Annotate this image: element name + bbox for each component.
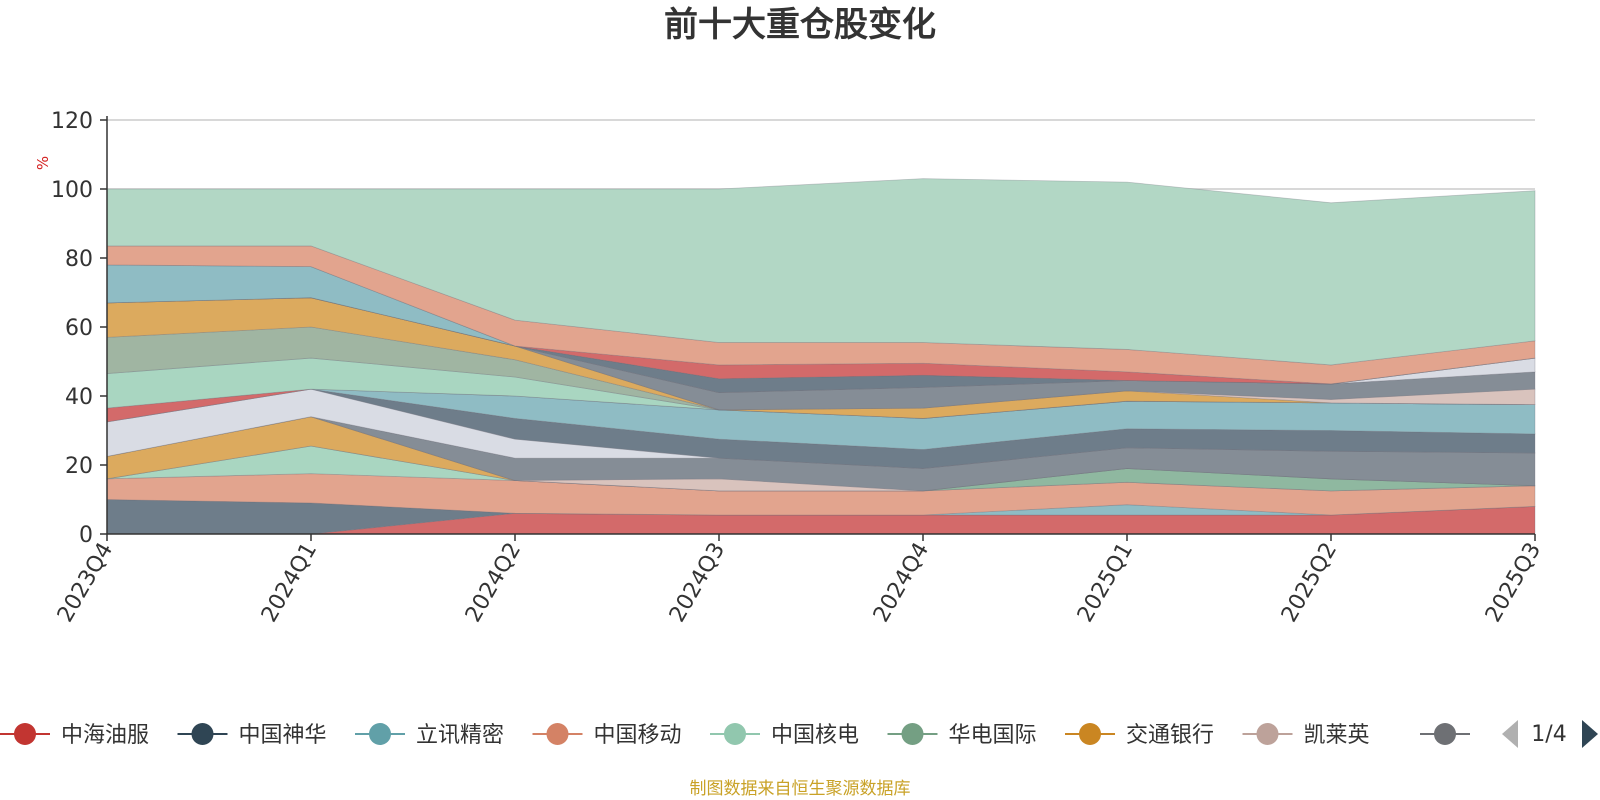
x-tick-label: 2024Q2 — [461, 539, 526, 627]
legend-marker-icon — [369, 723, 391, 745]
legend-label: 中国移动 — [594, 723, 682, 748]
y-axis-unit-label: % — [34, 156, 52, 170]
legend-item[interactable]: 华电国际 — [887, 723, 1037, 748]
y-tick-label: 40 — [65, 385, 93, 410]
legend-item[interactable]: 海天味业 — [1420, 723, 1569, 748]
legend: 中海油服 中国神华 立讯精密 中国移动 中国核电 华电国际 交通银行 凯莱英 海天味业 1/4 — [0, 720, 1598, 748]
legend-prev-icon[interactable] — [1502, 720, 1518, 748]
legend-marker-icon — [1256, 723, 1279, 745]
area-series-16 — [106, 297, 1536, 419]
x-tick-label: 2025Q1 — [1073, 539, 1138, 627]
legend-label: 中海油服 — [61, 723, 149, 748]
legend-item[interactable]: 中国神华 — [177, 723, 327, 748]
legend-item[interactable]: 中海油服 — [0, 723, 149, 748]
chart-title: 前十大重仓股变化 — [664, 5, 936, 45]
legend-item[interactable]: 中国核电 — [710, 723, 859, 748]
legend-marker-icon — [546, 723, 569, 745]
y-tick-label: 80 — [65, 247, 93, 272]
x-tick-label: 2025Q2 — [1277, 539, 1342, 627]
y-tick-label: 20 — [65, 454, 93, 479]
x-tick-label: 2024Q4 — [869, 539, 934, 627]
y-tick-label: 120 — [51, 109, 93, 134]
area-series-14 — [106, 357, 1536, 419]
x-tick-label: 2024Q1 — [257, 539, 322, 627]
legend-page-indicator: 1/4 — [1531, 722, 1566, 747]
legend-item[interactable]: 立讯精密 — [355, 723, 504, 748]
legend-marker-icon — [724, 723, 746, 745]
legend-label: 中国神华 — [239, 723, 327, 748]
legend-item[interactable]: 交通银行 — [1065, 723, 1214, 748]
area-series-17 — [106, 297, 1536, 411]
data-source-footer: 制图数据来自恒生聚源数据库 — [690, 779, 911, 799]
legend-next-icon[interactable] — [1582, 720, 1598, 748]
x-tick-label: 2024Q3 — [665, 539, 730, 627]
legend-label: 交通银行 — [1126, 723, 1214, 748]
legend-marker-icon — [1434, 723, 1456, 745]
area-series-19 — [106, 297, 1536, 393]
legend-label: 华电国际 — [949, 723, 1037, 748]
area-series-group — [106, 178, 1536, 535]
legend-label: 中国核电 — [771, 723, 859, 748]
x-tick-label: 2025Q3 — [1481, 539, 1546, 627]
y-tick-label: 60 — [65, 316, 93, 341]
area-series-18 — [106, 297, 1536, 411]
legend-items: 中海油服 中国神华 立讯精密 中国移动 中国核电 华电国际 交通银行 凯莱英 海天味业 — [0, 723, 1569, 748]
legend-marker-icon — [191, 723, 214, 745]
legend-marker-icon — [14, 723, 36, 745]
legend-item[interactable]: 凯莱英 — [1242, 723, 1370, 748]
legend-label: 凯莱英 — [1304, 723, 1370, 748]
area-series-24 — [106, 178, 1536, 366]
legend-label: 立讯精密 — [416, 723, 504, 748]
y-tick-label: 100 — [51, 178, 93, 203]
legend-marker-icon — [901, 723, 924, 745]
legend-item[interactable]: 中国移动 — [532, 723, 682, 748]
x-tick-label: 2023Q4 — [53, 539, 118, 627]
legend-marker-icon — [1079, 723, 1101, 745]
y-tick-label: 0 — [79, 523, 93, 548]
area-series-15 — [106, 326, 1536, 419]
